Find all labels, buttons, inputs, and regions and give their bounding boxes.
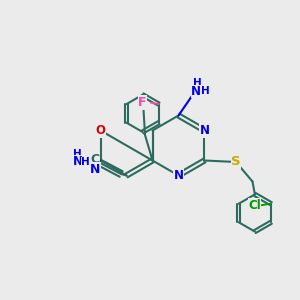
Text: C: C — [90, 153, 99, 167]
Text: N: N — [173, 169, 184, 182]
Text: H: H — [81, 157, 90, 167]
Text: H: H — [73, 148, 82, 159]
Text: N: N — [90, 163, 100, 176]
Text: Cl: Cl — [248, 199, 261, 212]
Text: F: F — [138, 96, 147, 109]
Text: N: N — [73, 155, 82, 169]
Text: O: O — [96, 124, 106, 137]
Text: N: N — [200, 124, 209, 137]
Text: H: H — [193, 78, 202, 88]
Text: H: H — [200, 86, 209, 97]
Text: N: N — [191, 85, 201, 98]
Text: S: S — [231, 155, 241, 169]
